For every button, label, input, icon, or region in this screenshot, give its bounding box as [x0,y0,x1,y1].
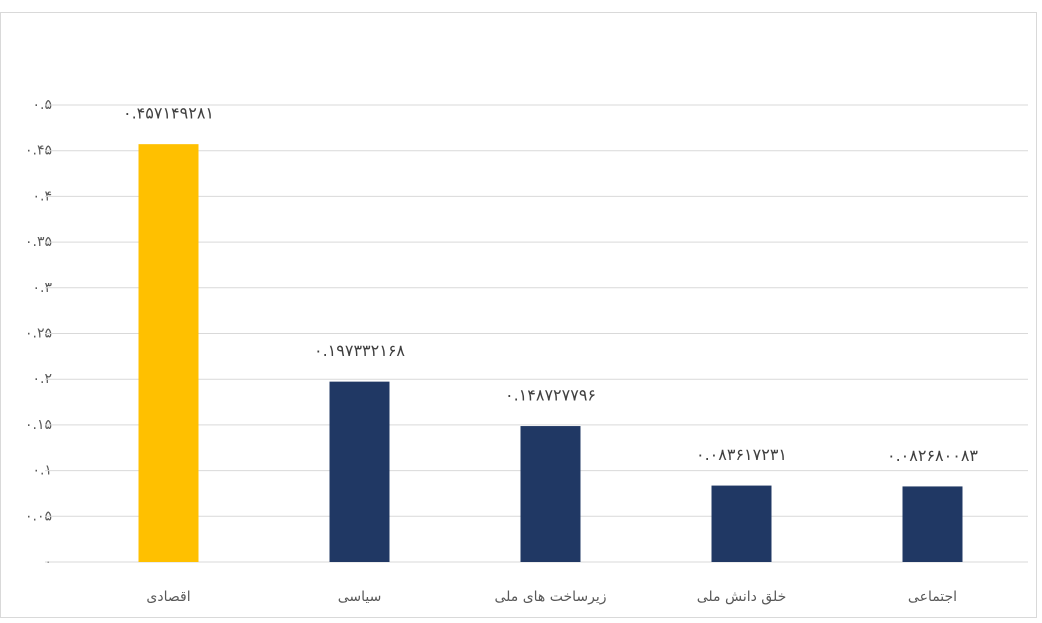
y-tick-label: ۰.۲ [33,371,53,387]
x-tick-label: اجتماعی [908,589,957,605]
bar [902,486,963,562]
value-label: ۰.۱۹۷۳۳۲۱۶۸ [314,341,405,360]
y-tick-label: ۰.۱ [33,463,53,479]
bar [329,381,390,562]
y-tick-label: ۰.۴۵ [25,143,52,159]
bar [711,485,772,562]
y-tick-label: ۰.۲۵ [25,326,52,342]
bar [520,426,581,562]
value-label: ۰.۱۴۸۷۲۷۷۹۶ [505,386,596,405]
x-tick-label: سیاسی [338,589,382,605]
x-tick-label: اقصادی [146,589,190,605]
y-tick-label: ۰.۵ [33,97,53,113]
x-tick-label: زیرساخت های ملی [494,589,606,605]
y-tick-label: ۰.۰۵ [25,508,52,524]
bar [138,144,199,562]
y-tick-label: ۰.۱۵ [25,417,52,433]
x-tick-label: خلق دانش ملی [697,589,787,605]
y-tick-label: ۰.۳۵ [25,234,52,250]
y-tick-label: ۰.۴ [33,188,53,204]
value-label: ۰.۰۸۲۶۸۰۰۸۳ [887,446,978,465]
y-tick-label: ۰.۳ [33,280,53,296]
value-label: ۰.۰۸۳۶۱۷۲۳۱ [696,445,787,464]
value-label: ۰.۴۵۷۱۴۹۲۸۱ [123,104,214,123]
